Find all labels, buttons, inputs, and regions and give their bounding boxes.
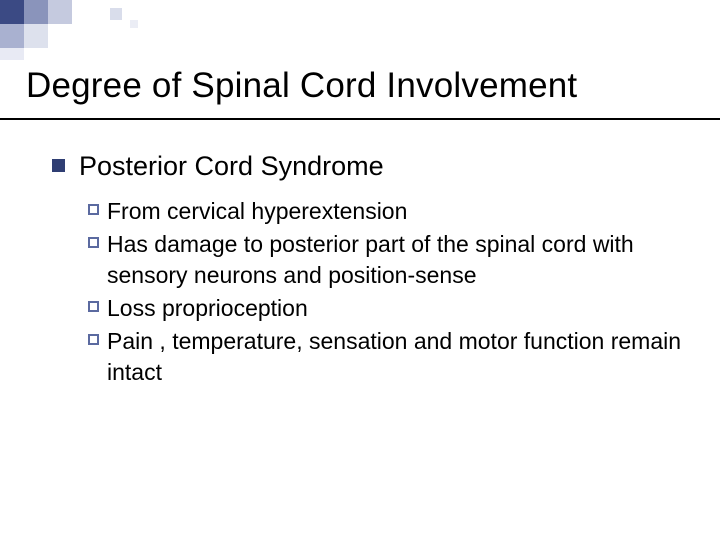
bullet-level1-text: Posterior Cord Syndrome — [79, 150, 384, 184]
bullet-level2-text: Loss proprioception — [107, 293, 308, 324]
bullet-level2-text: Has damage to posterior part of the spin… — [107, 229, 690, 291]
hollow-square-bullet-icon — [88, 204, 99, 215]
bullet-level1: Posterior Cord Syndrome — [52, 150, 690, 184]
slide-body: Posterior Cord Syndrome From cervical hy… — [52, 150, 690, 390]
deco-square — [0, 0, 24, 24]
title-underline — [0, 118, 720, 120]
bullet-level2: From cervical hyperextension — [88, 196, 690, 227]
deco-square — [24, 0, 48, 24]
deco-square — [24, 24, 48, 48]
bullet-level2-group: From cervical hyperextension Has damage … — [88, 196, 690, 388]
hollow-square-bullet-icon — [88, 334, 99, 345]
slide-title: Degree of Spinal Cord Involvement — [26, 66, 700, 106]
bullet-level2: Has damage to posterior part of the spin… — [88, 229, 690, 291]
hollow-square-bullet-icon — [88, 301, 99, 312]
bullet-level2-text: Pain , temperature, sensation and motor … — [107, 326, 690, 388]
deco-square — [48, 0, 72, 24]
bullet-level2-text: From cervical hyperextension — [107, 196, 407, 227]
hollow-square-bullet-icon — [88, 237, 99, 248]
deco-square — [0, 24, 24, 48]
corner-decoration — [0, 0, 160, 60]
deco-square — [110, 8, 122, 20]
deco-square — [0, 48, 24, 60]
bullet-level2: Pain , temperature, sensation and motor … — [88, 326, 690, 388]
bullet-level2: Loss proprioception — [88, 293, 690, 324]
square-bullet-icon — [52, 159, 65, 172]
deco-square — [130, 20, 138, 28]
slide: Degree of Spinal Cord Involvement Poster… — [0, 0, 720, 540]
